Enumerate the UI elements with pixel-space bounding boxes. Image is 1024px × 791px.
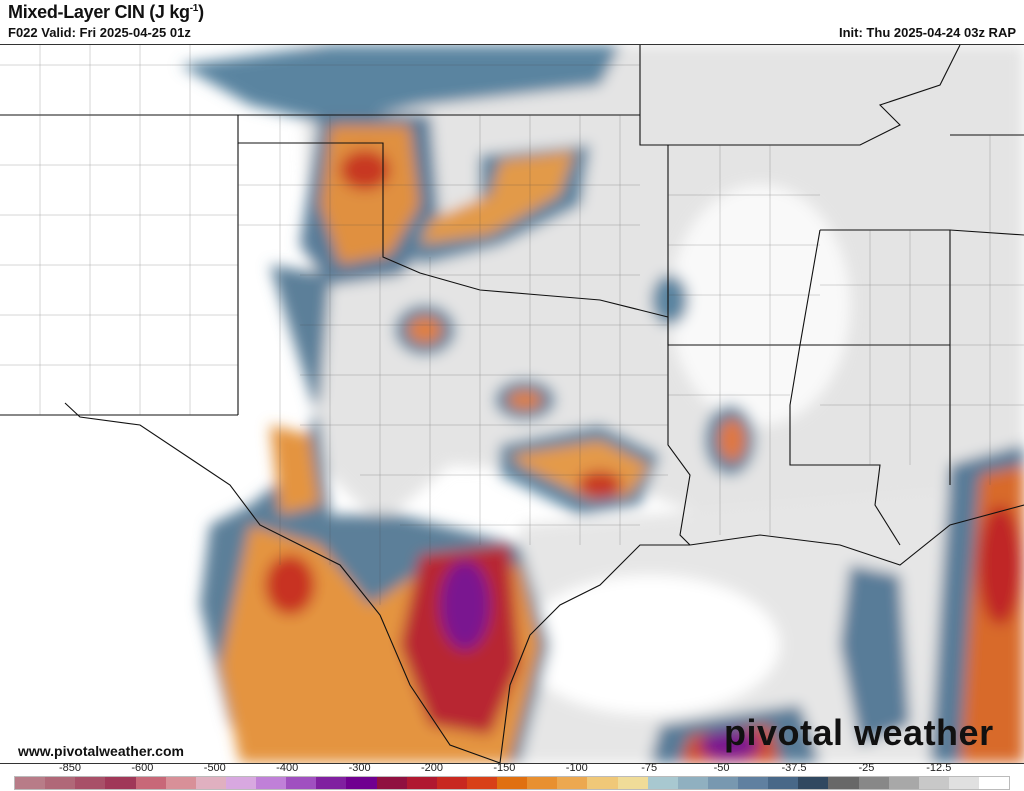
colorbar — [14, 776, 1010, 790]
colorbar-label: -300 — [348, 762, 371, 774]
colorbar-swatch — [828, 777, 859, 789]
colorbar-label: -37.5 — [781, 762, 807, 774]
colorbar-swatch — [195, 777, 226, 789]
colorbar-swatch — [617, 777, 648, 789]
colorbar-labels: -850 -600 -500 -400 -300 -200 -150 -100 -75 -50 -3… — [0, 762, 1024, 774]
colorbar-label: -400 — [276, 762, 299, 774]
colorbar-swatch — [406, 777, 437, 789]
colorbar-swatch — [165, 777, 196, 789]
init-time: Init: Thu 2025-04-24 03z RAP — [839, 25, 1016, 40]
county-lines — [0, 45, 1024, 605]
colorbar-swatch — [979, 777, 1010, 789]
weather-map — [0, 44, 1024, 764]
colorbar-swatch — [436, 777, 467, 789]
title-unit-sup: -1 — [189, 3, 199, 14]
title-text: Mixed-Layer CIN (J kg — [8, 2, 190, 22]
colorbar-swatch — [738, 777, 769, 789]
colorbar-swatch — [557, 777, 588, 789]
colorbar-swatch — [587, 777, 618, 789]
colorbar-label: -75 — [641, 762, 658, 774]
colorbar-swatch — [858, 777, 889, 789]
colorbar-swatch — [647, 777, 678, 789]
colorbar-swatch — [918, 777, 949, 789]
colorbar-swatch — [466, 777, 497, 789]
colorbar-swatch — [798, 777, 829, 789]
colorbar-swatch — [15, 777, 46, 789]
colorbar-swatch — [75, 777, 106, 789]
colorbar-swatch — [376, 777, 407, 789]
colorbar-swatch — [346, 777, 377, 789]
colorbar-label: -12.5 — [926, 762, 952, 774]
cin-field — [180, 45, 1024, 763]
colorbar-label: -100 — [565, 762, 588, 774]
colorbar-swatch — [256, 777, 287, 789]
colorbar-label: -50 — [713, 762, 730, 774]
valid-time: F022 Valid: Fri 2025-04-25 01z — [8, 25, 191, 40]
colorbar-label: -600 — [131, 762, 154, 774]
website-label: www.pivotalweather.com — [14, 742, 188, 760]
map-title: Mixed-Layer CIN (J kg-1) — [8, 2, 204, 23]
colorbar-label: -25 — [858, 762, 875, 774]
colorbar-swatch — [527, 777, 558, 789]
colorbar-swatch — [135, 777, 166, 789]
colorbar-swatch — [677, 777, 708, 789]
title-close: ) — [198, 2, 204, 22]
colorbar-label: -500 — [203, 762, 226, 774]
colorbar-label: -200 — [420, 762, 444, 774]
colorbar-swatch — [286, 777, 317, 789]
colorbar-label: -150 — [493, 762, 516, 774]
colorbar-swatch — [497, 777, 528, 789]
colorbar-swatch — [45, 777, 76, 789]
colorbar-label: -850 — [58, 762, 82, 774]
colorbar-swatch — [707, 777, 738, 789]
colorbar-swatch — [948, 777, 979, 789]
pivotal-weather-logo: pivotal weather — [724, 712, 994, 753]
colorbar-swatch — [768, 777, 799, 789]
colorbar-swatch — [105, 777, 136, 789]
colorbar-swatch — [225, 777, 256, 789]
colorbar-swatch — [888, 777, 919, 789]
colorbar-swatch — [316, 777, 347, 789]
